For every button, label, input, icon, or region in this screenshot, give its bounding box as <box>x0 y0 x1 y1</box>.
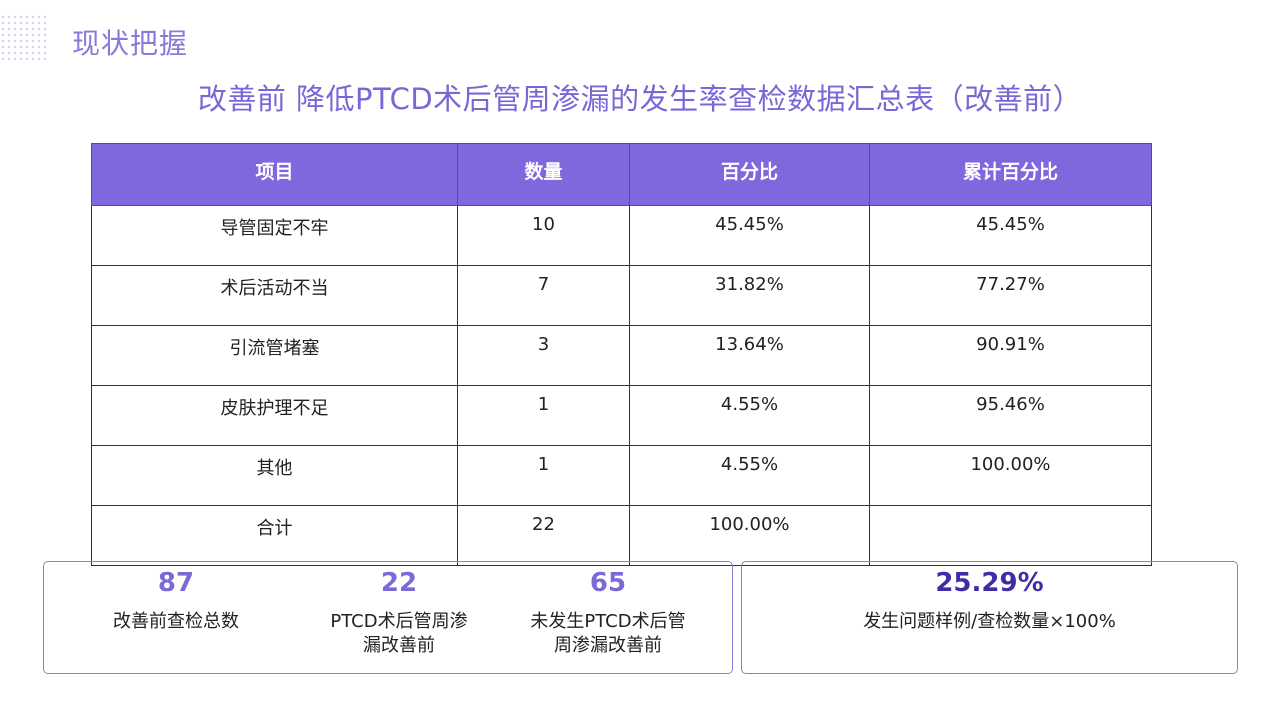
cumulative-percent-cell: 77.27% <box>869 265 1152 326</box>
count-cell: 22 <box>457 505 630 566</box>
table-row: 皮肤护理不足 1 4.55% 95.46% <box>91 385 1152 446</box>
item-cell: 皮肤护理不足 <box>91 385 458 446</box>
cumulative-percent-cell: 90.91% <box>869 325 1152 386</box>
cumulative-percent-cell <box>869 505 1152 566</box>
cumulative-percent-cell: 100.00% <box>869 445 1152 506</box>
section-heading: 现状把握 <box>72 27 189 60</box>
table-row: 术后活动不当 7 31.82% 77.27% <box>91 265 1152 326</box>
count-cell: 1 <box>457 445 630 506</box>
stat-no-leakage-count: 65 未发生PTCD术后管周渗漏改善前 <box>522 562 694 658</box>
cumulative-percent-cell: 95.46% <box>869 385 1152 446</box>
table-total-row: 合计 22 100.00% <box>91 505 1152 566</box>
percent-cell: 13.64% <box>629 325 870 386</box>
rate-card: 25.29% 发生问题样例/查检数量×100% <box>741 561 1238 674</box>
percent-cell: 4.55% <box>629 385 870 446</box>
item-cell: 引流管堵塞 <box>91 325 458 386</box>
slide-title: 改善前 降低PTCD术后管周渗漏的发生率查检数据汇总表（改善前） <box>197 82 1083 116</box>
summary-table: 项目 数量 百分比 累计百分比 导管固定不牢 10 45.45% 45.45% … <box>91 143 1152 566</box>
cumulative-percent-cell: 45.45% <box>869 205 1152 266</box>
percent-cell: 4.55% <box>629 445 870 506</box>
percent-cell: 45.45% <box>629 205 870 266</box>
count-cell: 7 <box>457 265 630 326</box>
column-header: 数量 <box>457 143 630 206</box>
count-cell: 3 <box>457 325 630 386</box>
item-cell: 术后活动不当 <box>91 265 458 326</box>
percent-cell: 100.00% <box>629 505 870 566</box>
table-header-row: 项目 数量 百分比 累计百分比 <box>91 143 1152 206</box>
count-cell: 1 <box>457 385 630 446</box>
column-header: 百分比 <box>629 143 870 206</box>
stat-value: 87 <box>157 568 195 598</box>
stat-label: 改善前查检总数 <box>113 611 239 632</box>
item-cell: 其他 <box>91 445 458 506</box>
rate-formula: 发生问题样例/查检数量×100% <box>863 611 1116 632</box>
stats-card: 87 改善前查检总数 22 PTCD术后管周渗漏改善前 65 未发生PTCD术后… <box>43 561 733 674</box>
stat-leakage-count: 22 PTCD术后管周渗漏改善前 <box>324 562 474 658</box>
decorative-dot-grid <box>0 14 46 60</box>
table-row: 其他 1 4.55% 100.00% <box>91 445 1152 506</box>
item-cell: 导管固定不牢 <box>91 205 458 266</box>
stat-value: 65 <box>589 568 627 598</box>
column-header: 累计百分比 <box>869 143 1152 206</box>
stat-total-checked: 87 改善前查检总数 <box>91 562 261 634</box>
column-header: 项目 <box>91 143 458 206</box>
percent-cell: 31.82% <box>629 265 870 326</box>
stat-label: 未发生PTCD术后管周渗漏改善前 <box>530 611 686 656</box>
stat-incidence-rate: 25.29% 发生问题样例/查检数量×100% <box>742 562 1237 634</box>
table-row: 导管固定不牢 10 45.45% 45.45% <box>91 205 1152 266</box>
stat-value: 22 <box>380 568 418 598</box>
rate-value: 25.29% <box>935 568 1044 598</box>
item-cell: 合计 <box>91 505 458 566</box>
table-row: 引流管堵塞 3 13.64% 90.91% <box>91 325 1152 386</box>
count-cell: 10 <box>457 205 630 266</box>
stat-label: PTCD术后管周渗漏改善前 <box>330 611 468 656</box>
